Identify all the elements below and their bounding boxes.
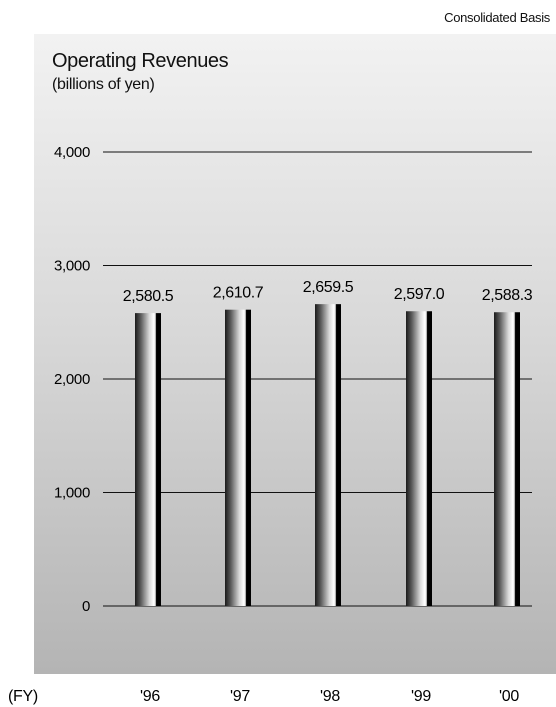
y-axis: 0 1,000 2,000 3,000 4,000	[54, 144, 90, 615]
data-label: 2,588.3	[482, 287, 533, 304]
data-label: 2,597.0	[394, 286, 445, 303]
bar	[406, 311, 432, 606]
x-tick-label: '98	[320, 688, 340, 705]
bar	[135, 313, 161, 606]
x-axis-label: (FY)	[8, 688, 38, 705]
bar	[315, 304, 341, 606]
x-axis: (FY) '96 '97 '98 '99 '00	[8, 688, 519, 705]
data-label: 2,659.5	[303, 279, 354, 296]
y-tick-label: 1,000	[54, 485, 90, 502]
y-tick-label: 4,000	[54, 144, 90, 161]
bar	[494, 312, 520, 606]
data-label: 2,580.5	[123, 288, 174, 305]
bar	[225, 310, 251, 606]
y-tick-label: 0	[82, 598, 90, 615]
y-tick-label: 2,000	[54, 371, 90, 388]
data-labels: 2,580.5 2,610.7 2,659.5 2,597.0 2,588.3	[123, 279, 533, 305]
x-tick-label: '99	[411, 688, 431, 705]
bars	[135, 304, 520, 606]
x-tick-label: '97	[230, 688, 250, 705]
x-tick-label: '96	[140, 688, 160, 705]
x-tick-label: '00	[499, 688, 519, 705]
data-label: 2,610.7	[213, 285, 264, 302]
y-tick-label: 3,000	[54, 258, 90, 275]
